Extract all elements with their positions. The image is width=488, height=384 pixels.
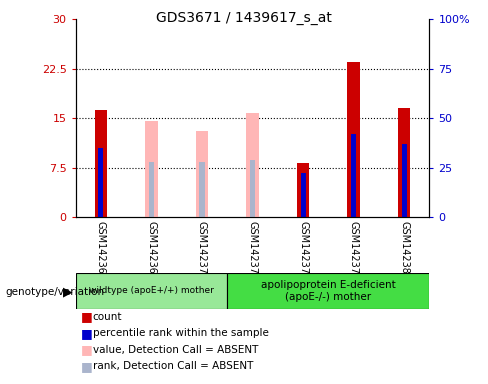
Bar [200,162,204,217]
Bar [145,121,158,217]
Text: GDS3671 / 1439617_s_at: GDS3671 / 1439617_s_at [156,11,332,25]
Text: wildtype (apoE+/+) mother: wildtype (apoE+/+) mother [89,286,214,295]
Text: percentile rank within the sample: percentile rank within the sample [93,328,268,338]
Bar [99,148,103,217]
Bar [246,113,259,217]
Text: GSM142370: GSM142370 [197,222,207,281]
Text: ■: ■ [81,310,92,323]
Bar [351,134,356,217]
Text: ■: ■ [81,327,92,340]
Bar [301,174,305,217]
Text: apolipoprotein E-deficient
(apoE-/-) mother: apolipoprotein E-deficient (apoE-/-) mot… [261,280,396,302]
Text: GSM142369: GSM142369 [146,222,157,280]
Bar [250,160,255,217]
Text: rank, Detection Call = ABSENT: rank, Detection Call = ABSENT [93,361,253,371]
Bar [196,131,208,217]
Bar [76,273,227,309]
Bar [227,273,429,309]
Text: count: count [93,312,122,322]
Bar [402,144,407,217]
Text: GSM142374: GSM142374 [298,222,308,281]
Bar [347,62,360,217]
Text: ■: ■ [81,343,92,356]
Text: GSM142376: GSM142376 [348,222,359,281]
Bar [297,163,309,217]
Text: GSM142367: GSM142367 [96,222,106,281]
Text: GSM142380: GSM142380 [399,222,409,280]
Text: ■: ■ [81,360,92,373]
Text: value, Detection Call = ABSENT: value, Detection Call = ABSENT [93,345,258,355]
Text: ▶: ▶ [62,285,72,298]
Bar [398,108,410,217]
Text: GSM142372: GSM142372 [247,222,258,281]
Bar [149,162,154,217]
Text: genotype/variation: genotype/variation [5,287,104,297]
Bar [95,110,107,217]
